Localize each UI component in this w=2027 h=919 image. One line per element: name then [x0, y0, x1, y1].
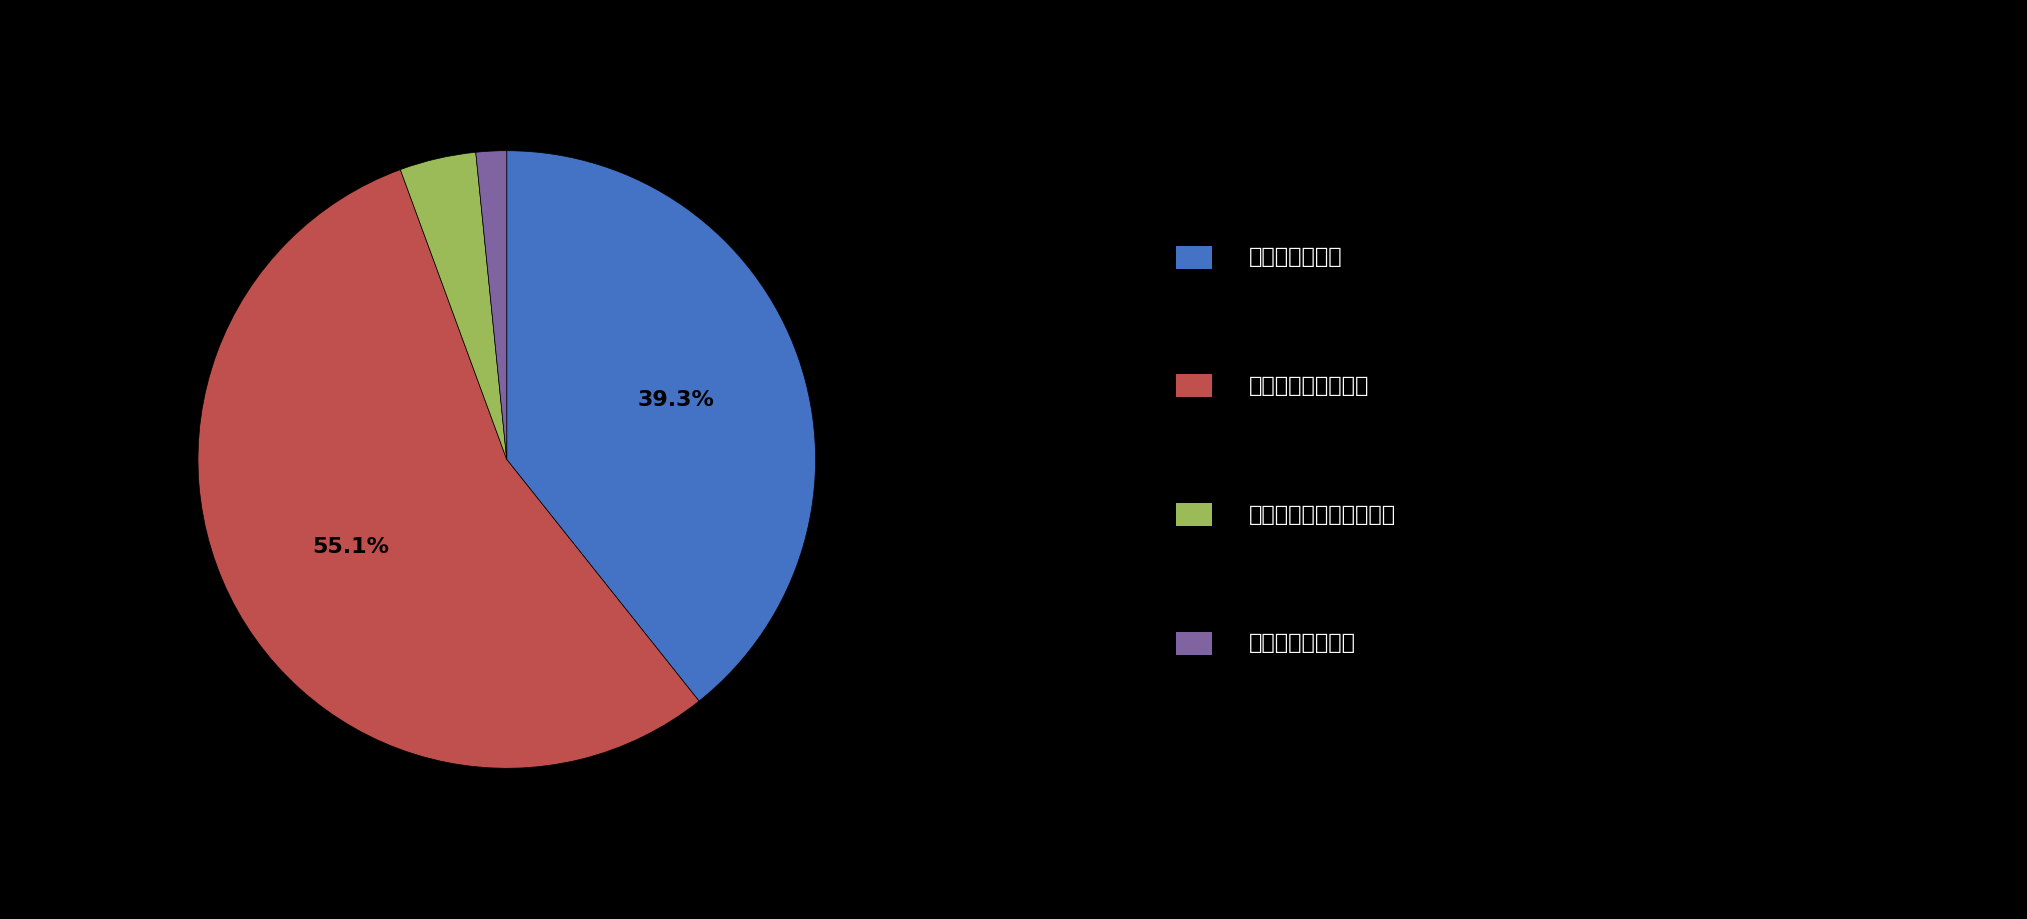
- Text: 55.1%: 55.1%: [312, 538, 389, 557]
- Wedge shape: [399, 153, 507, 460]
- Text: 39.3%: 39.3%: [636, 391, 714, 411]
- Wedge shape: [476, 151, 507, 460]
- Text: 十分理解できた: 十分理解できた: [1249, 247, 1342, 267]
- Wedge shape: [507, 151, 815, 701]
- Text: おおよそ理解できた: おおよそ理解できた: [1249, 376, 1368, 396]
- Wedge shape: [199, 170, 699, 768]
- Text: 理解できなかった: 理解できなかった: [1249, 633, 1356, 653]
- Text: あまり理解できなかった: あまり理解できなかった: [1249, 505, 1397, 525]
